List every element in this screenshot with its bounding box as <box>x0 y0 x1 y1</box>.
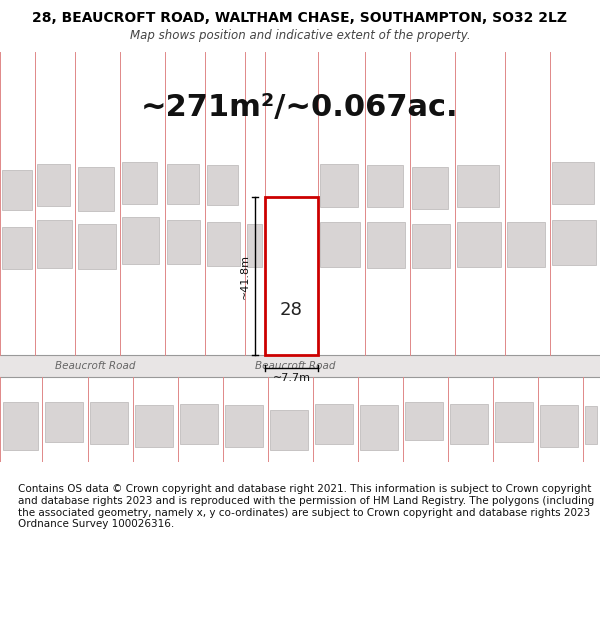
Bar <box>37 220 72 268</box>
Bar <box>457 165 499 207</box>
Bar <box>320 164 358 207</box>
Text: Map shows position and indicative extent of the property.: Map shows position and indicative extent… <box>130 29 470 42</box>
Bar <box>0 355 600 377</box>
Bar <box>495 402 533 442</box>
Text: 28: 28 <box>280 301 303 319</box>
Bar <box>122 217 159 264</box>
Bar <box>320 222 360 267</box>
Bar <box>315 404 353 444</box>
Bar <box>2 170 32 210</box>
Bar <box>225 405 263 447</box>
Bar <box>540 405 578 447</box>
Bar <box>2 227 32 269</box>
Bar <box>412 224 450 268</box>
Bar <box>360 405 398 450</box>
Bar <box>45 402 83 442</box>
Bar <box>367 165 403 207</box>
Bar <box>265 197 318 355</box>
Bar <box>207 165 238 205</box>
Bar <box>585 406 597 444</box>
Bar <box>180 404 218 444</box>
Bar <box>122 162 157 204</box>
Bar <box>367 222 405 268</box>
Bar <box>37 164 70 206</box>
Bar <box>552 162 594 204</box>
Bar <box>412 167 448 209</box>
Bar <box>78 224 116 269</box>
Bar <box>405 402 443 440</box>
Text: ~41.8m: ~41.8m <box>240 254 250 299</box>
Bar <box>270 410 308 450</box>
Bar <box>552 220 596 265</box>
Bar <box>135 405 173 447</box>
Bar <box>167 164 199 204</box>
Bar <box>247 224 262 267</box>
Bar <box>450 404 488 444</box>
Bar <box>3 402 38 450</box>
Text: 28, BEAUCROFT ROAD, WALTHAM CHASE, SOUTHAMPTON, SO32 2LZ: 28, BEAUCROFT ROAD, WALTHAM CHASE, SOUTH… <box>32 11 568 25</box>
Text: Beaucroft Road: Beaucroft Road <box>55 361 135 371</box>
Bar <box>167 220 200 264</box>
Text: Contains OS data © Crown copyright and database right 2021. This information is : Contains OS data © Crown copyright and d… <box>18 484 594 529</box>
Bar <box>457 222 501 267</box>
Bar <box>207 222 240 266</box>
Text: Beaucroft Road: Beaucroft Road <box>255 361 335 371</box>
Text: ~7.7m: ~7.7m <box>272 373 311 383</box>
Bar <box>90 402 128 444</box>
Bar <box>507 222 545 267</box>
Bar <box>78 167 114 211</box>
Text: ~271m²/~0.067ac.: ~271m²/~0.067ac. <box>141 92 459 121</box>
